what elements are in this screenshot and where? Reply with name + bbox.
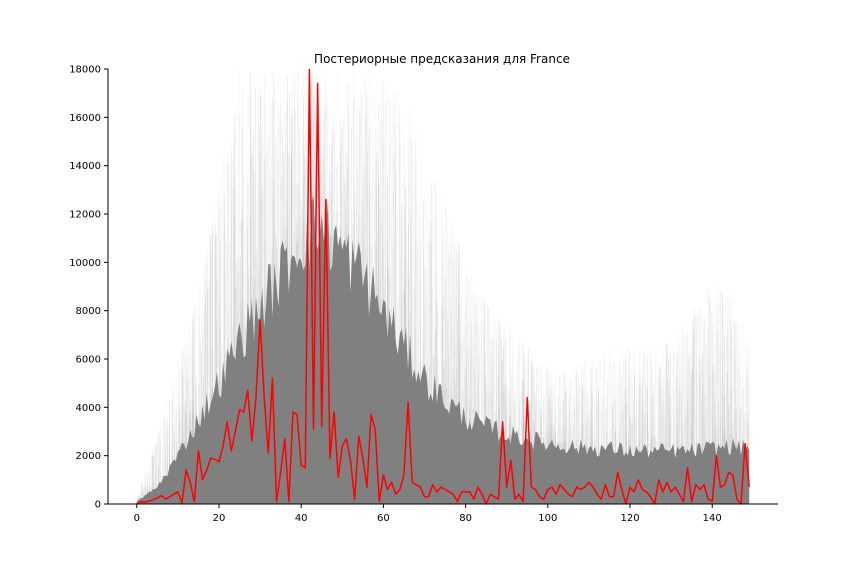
x-tick-label: 40 — [295, 513, 308, 524]
y-tick-label: 12000 — [69, 210, 101, 221]
x-tick-label: 0 — [134, 513, 140, 524]
dense-band — [136, 195, 750, 504]
y-tick-label: 4000 — [76, 403, 101, 414]
y-tick-label: 0 — [95, 500, 101, 511]
posterior-samples-band — [136, 69, 750, 504]
x-tick-label: 60 — [377, 513, 390, 524]
x-tick-label: 80 — [459, 513, 472, 524]
axes: 0 20 40 60 80 100 120 140 0 2000 4000 6000 8000 10000… — [69, 65, 778, 524]
observed-series — [136, 69, 750, 504]
x-tick-label: 120 — [620, 513, 639, 524]
y-tick-label: 18000 — [69, 65, 101, 76]
y-tick-label: 10000 — [69, 258, 101, 269]
y-tick-label: 16000 — [69, 113, 101, 124]
x-tick-label: 100 — [538, 513, 557, 524]
y-tick-label: 14000 — [69, 161, 101, 172]
y-tick-label: 8000 — [76, 306, 101, 317]
x-tick-label: 20 — [213, 513, 226, 524]
y-tick-label: 2000 — [76, 451, 101, 462]
observed-line — [136, 69, 750, 504]
y-tick-label: 6000 — [76, 355, 101, 366]
x-tick-label: 140 — [703, 513, 722, 524]
chart-title: Постериорные предсказания для France — [314, 52, 570, 66]
